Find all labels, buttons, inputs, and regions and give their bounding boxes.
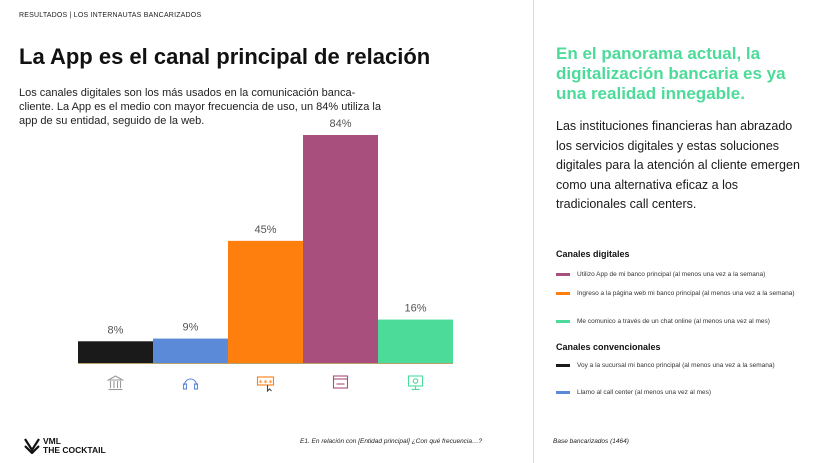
bar-value-label: 16% <box>404 303 426 315</box>
legend-label: Me comunico a través de un chat online (… <box>577 318 770 325</box>
bar-chart: 8% 9% 45% 84% 16% ∗∗∗ <box>78 118 453 393</box>
svg-text:∗∗∗: ∗∗∗ <box>258 380 273 386</box>
bar-value-label: 84% <box>329 118 351 130</box>
bank-icon <box>106 375 125 391</box>
bar-value-label: 45% <box>254 224 276 236</box>
legend-swatch <box>556 292 570 295</box>
bar <box>78 341 153 363</box>
logo-text: VML THE COCKTAIL <box>43 437 106 454</box>
legend-label: Utilizo App de mi banco principal (al me… <box>577 271 766 278</box>
logo-line-2: THE COCKTAIL <box>43 444 106 455</box>
base-footnote: Base bancarizados (1464) <box>553 438 629 445</box>
bar-value-label: 8% <box>108 324 124 336</box>
legend-label: Llamo al call center (al menos una vez a… <box>577 389 712 396</box>
bar-value-label: 9% <box>183 322 199 334</box>
legend-label: Ingreso a la página web mi banco princip… <box>577 290 795 297</box>
bar <box>378 319 453 363</box>
web-icon: ∗∗∗ <box>256 376 275 393</box>
brand-logo: VML THE COCKTAIL <box>24 437 106 454</box>
legend-conventional-title: Canales convencionales <box>556 342 661 352</box>
right-headline: En el panorama actual, la digitalización… <box>556 44 786 103</box>
bar <box>303 135 378 363</box>
page-title: La App es el canal principal de relación <box>19 44 431 69</box>
legend-swatch <box>556 320 570 323</box>
bar <box>228 240 303 363</box>
legend-swatch <box>556 391 570 394</box>
legend-item-chat: Me comunico a través de un chat online (… <box>556 316 806 327</box>
logo-line-1: VML <box>43 436 61 446</box>
legend-item-branch: Voy a la sucursal mi banco principal (al… <box>556 360 806 371</box>
legend-item-callcenter: Llamo al call center (al menos una vez a… <box>556 387 806 398</box>
vertical-divider <box>533 0 534 463</box>
intro-text: Los canales digitales son los más usados… <box>19 87 381 127</box>
legend-item-app: Utilizo App de mi banco principal (al me… <box>556 269 806 280</box>
question-footnote: E1. En relación con [Entidad principal] … <box>300 438 483 445</box>
legend-label: Voy a la sucursal mi banco principal (al… <box>577 362 775 369</box>
headset-icon <box>182 378 199 390</box>
app-icon <box>332 375 349 389</box>
right-body-text: Las instituciones financieras han abraza… <box>556 119 800 211</box>
legend-swatch <box>556 273 570 276</box>
bar <box>153 338 228 363</box>
logo-mark-icon <box>24 437 40 454</box>
legend-item-web: Ingreso a la página web mi banco princip… <box>556 288 806 299</box>
chat-icon <box>407 375 424 391</box>
legend-digital-title: Canales digitales <box>556 249 630 259</box>
breadcrumb: RESULTADOS | LOS INTERNAUTAS BANCARIZADO… <box>19 12 202 19</box>
legend-swatch <box>556 364 570 367</box>
